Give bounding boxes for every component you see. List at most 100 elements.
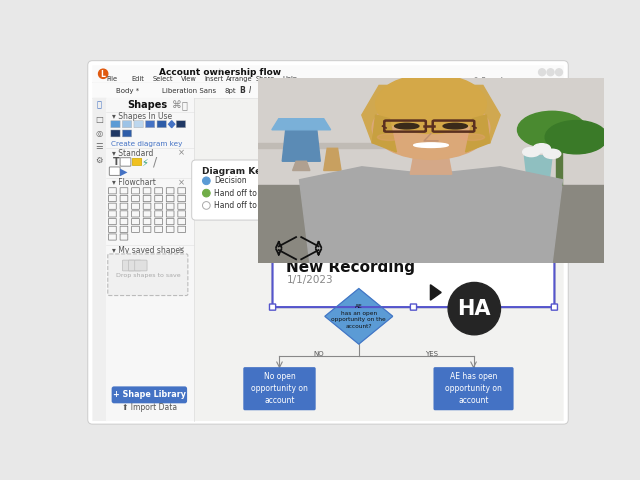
Text: Create diagram key: Create diagram key: [111, 141, 183, 147]
Polygon shape: [300, 167, 563, 263]
FancyBboxPatch shape: [269, 304, 276, 310]
Text: HA: HA: [458, 299, 491, 319]
Text: ⚡: ⚡: [141, 157, 148, 168]
Text: ◎: ◎: [96, 129, 103, 138]
Text: 1/1/2023: 1/1/2023: [287, 275, 333, 285]
Circle shape: [202, 189, 210, 197]
FancyBboxPatch shape: [410, 107, 417, 113]
Polygon shape: [292, 161, 310, 170]
Text: T: T: [113, 157, 120, 168]
Polygon shape: [372, 115, 396, 152]
FancyBboxPatch shape: [192, 160, 285, 220]
Circle shape: [556, 69, 563, 76]
FancyBboxPatch shape: [92, 82, 564, 97]
FancyBboxPatch shape: [106, 97, 194, 421]
Ellipse shape: [378, 134, 401, 141]
Text: ⬆ Import Data: ⬆ Import Data: [122, 404, 177, 412]
FancyBboxPatch shape: [134, 121, 143, 128]
FancyBboxPatch shape: [176, 121, 186, 128]
FancyBboxPatch shape: [108, 254, 188, 296]
Text: ▾ Standard: ▾ Standard: [113, 149, 154, 157]
Ellipse shape: [413, 143, 448, 147]
Text: ⌕: ⌕: [182, 100, 188, 110]
FancyBboxPatch shape: [551, 205, 557, 212]
Ellipse shape: [460, 134, 484, 141]
FancyBboxPatch shape: [122, 121, 132, 128]
FancyBboxPatch shape: [88, 60, 568, 424]
Text: Hand off to SMB AM: Hand off to SMB AM: [214, 201, 290, 210]
Circle shape: [543, 149, 561, 158]
FancyBboxPatch shape: [122, 130, 132, 137]
FancyBboxPatch shape: [111, 130, 120, 137]
FancyBboxPatch shape: [269, 107, 276, 113]
Text: Select: Select: [153, 76, 173, 82]
Circle shape: [518, 111, 587, 148]
Text: □: □: [95, 115, 103, 124]
Text: Help: Help: [283, 76, 298, 82]
Circle shape: [533, 144, 550, 153]
Text: Hand off to AM: Hand off to AM: [214, 189, 271, 198]
Polygon shape: [410, 156, 452, 174]
Polygon shape: [258, 143, 390, 148]
Polygon shape: [431, 285, 441, 300]
FancyBboxPatch shape: [272, 109, 555, 308]
Text: Liberation Sans: Liberation Sans: [163, 88, 216, 94]
Circle shape: [202, 202, 210, 209]
Text: I: I: [248, 86, 251, 95]
Text: 🔗: 🔗: [97, 101, 102, 110]
Text: Body *: Body *: [116, 88, 140, 94]
Text: /: /: [152, 156, 157, 169]
Text: ☰: ☰: [95, 143, 103, 151]
FancyBboxPatch shape: [269, 205, 276, 212]
FancyBboxPatch shape: [122, 260, 135, 271]
Circle shape: [547, 69, 554, 76]
Polygon shape: [466, 115, 490, 152]
Polygon shape: [362, 85, 500, 143]
Text: + Shape Library: + Shape Library: [113, 390, 186, 399]
Text: ▾ Flowchart: ▾ Flowchart: [113, 178, 156, 187]
Circle shape: [523, 147, 540, 156]
Ellipse shape: [443, 123, 467, 129]
FancyBboxPatch shape: [433, 367, 513, 410]
Circle shape: [376, 74, 486, 133]
FancyBboxPatch shape: [111, 386, 187, 403]
Text: Edit: Edit: [131, 76, 144, 82]
Text: No open
opportunity on
account: No open opportunity on account: [251, 372, 308, 405]
Text: Account ownership flow: Account ownership flow: [159, 68, 281, 77]
Ellipse shape: [395, 123, 419, 129]
Text: Diagram Key: Diagram Key: [202, 167, 267, 176]
Text: Insert: Insert: [204, 76, 223, 82]
Text: ☆: ☆: [216, 68, 223, 77]
Text: View: View: [180, 76, 196, 82]
FancyBboxPatch shape: [129, 260, 141, 271]
FancyBboxPatch shape: [194, 97, 564, 421]
FancyBboxPatch shape: [92, 65, 564, 82]
Text: ×: ×: [178, 246, 185, 254]
FancyBboxPatch shape: [109, 167, 120, 175]
Text: YES: YES: [425, 351, 438, 357]
FancyBboxPatch shape: [157, 121, 166, 128]
Text: Shapes: Shapes: [127, 100, 167, 110]
Text: AE has open
opportunity on
account: AE has open opportunity on account: [445, 372, 502, 405]
Polygon shape: [272, 119, 331, 130]
Text: AE
has an open
opportunity on the
account?: AE has an open opportunity on the accoun…: [332, 304, 386, 329]
Polygon shape: [324, 148, 341, 170]
Text: Drop shapes to save: Drop shapes to save: [115, 273, 180, 278]
Circle shape: [448, 282, 500, 335]
Text: ×: ×: [178, 149, 185, 157]
Circle shape: [202, 177, 210, 185]
FancyBboxPatch shape: [551, 107, 557, 113]
FancyBboxPatch shape: [120, 158, 131, 166]
Polygon shape: [258, 185, 604, 263]
FancyBboxPatch shape: [111, 121, 120, 128]
Text: L: L: [100, 70, 106, 79]
Polygon shape: [325, 288, 393, 344]
Text: Share: Share: [255, 76, 275, 82]
Text: Decision: Decision: [214, 176, 246, 185]
Text: ×: ×: [178, 178, 185, 187]
Circle shape: [99, 69, 108, 78]
FancyBboxPatch shape: [92, 97, 106, 421]
Polygon shape: [282, 130, 320, 161]
FancyBboxPatch shape: [243, 367, 316, 410]
FancyBboxPatch shape: [135, 260, 147, 271]
